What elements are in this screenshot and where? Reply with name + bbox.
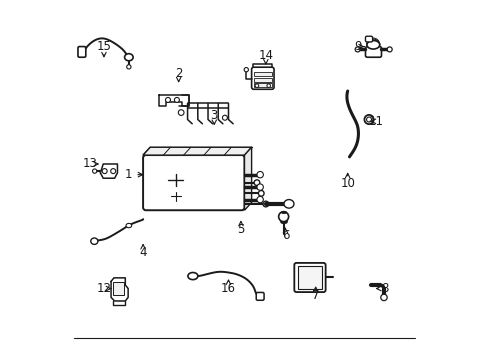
Bar: [253, 83, 271, 87]
Ellipse shape: [102, 168, 107, 174]
Text: 9: 9: [354, 40, 362, 53]
Ellipse shape: [110, 168, 116, 174]
Text: 15: 15: [96, 40, 111, 53]
Ellipse shape: [366, 41, 379, 49]
Ellipse shape: [284, 199, 293, 208]
Ellipse shape: [386, 47, 391, 52]
Text: 12: 12: [96, 282, 111, 295]
Ellipse shape: [266, 84, 270, 87]
Bar: [253, 77, 271, 82]
Ellipse shape: [256, 196, 263, 203]
Ellipse shape: [91, 238, 98, 244]
Ellipse shape: [380, 294, 386, 301]
Ellipse shape: [126, 65, 131, 69]
Text: 14: 14: [258, 49, 273, 62]
Ellipse shape: [263, 201, 268, 207]
Text: 8: 8: [381, 282, 388, 295]
Ellipse shape: [366, 117, 371, 122]
Polygon shape: [244, 147, 251, 210]
Text: 1: 1: [125, 168, 132, 181]
Text: 13: 13: [82, 157, 97, 171]
Ellipse shape: [165, 98, 170, 103]
Text: 7: 7: [311, 289, 319, 302]
Text: 5: 5: [237, 223, 244, 236]
FancyBboxPatch shape: [365, 46, 381, 57]
Ellipse shape: [364, 115, 373, 124]
FancyBboxPatch shape: [251, 67, 273, 89]
Text: 10: 10: [340, 177, 354, 190]
Ellipse shape: [255, 84, 258, 87]
Bar: [113, 282, 123, 294]
Ellipse shape: [258, 190, 264, 196]
Ellipse shape: [278, 212, 288, 222]
FancyBboxPatch shape: [78, 46, 85, 57]
FancyBboxPatch shape: [143, 155, 244, 210]
Ellipse shape: [254, 180, 259, 185]
Polygon shape: [143, 147, 251, 155]
FancyBboxPatch shape: [365, 36, 372, 42]
FancyBboxPatch shape: [256, 292, 264, 300]
Text: 11: 11: [368, 115, 383, 128]
Ellipse shape: [126, 224, 131, 228]
Ellipse shape: [92, 169, 97, 173]
Ellipse shape: [354, 47, 359, 52]
FancyBboxPatch shape: [294, 263, 325, 292]
Ellipse shape: [187, 273, 198, 280]
Text: 3: 3: [210, 109, 218, 122]
Ellipse shape: [244, 68, 248, 72]
Text: 6: 6: [281, 229, 288, 242]
Bar: [297, 266, 322, 288]
Bar: [253, 72, 271, 76]
Ellipse shape: [124, 54, 133, 61]
Text: 16: 16: [221, 282, 236, 295]
Ellipse shape: [178, 110, 183, 116]
Text: 4: 4: [139, 247, 146, 260]
Text: 2: 2: [175, 67, 182, 80]
Ellipse shape: [256, 171, 263, 178]
Ellipse shape: [174, 98, 179, 103]
Ellipse shape: [256, 184, 263, 190]
Ellipse shape: [222, 115, 227, 120]
